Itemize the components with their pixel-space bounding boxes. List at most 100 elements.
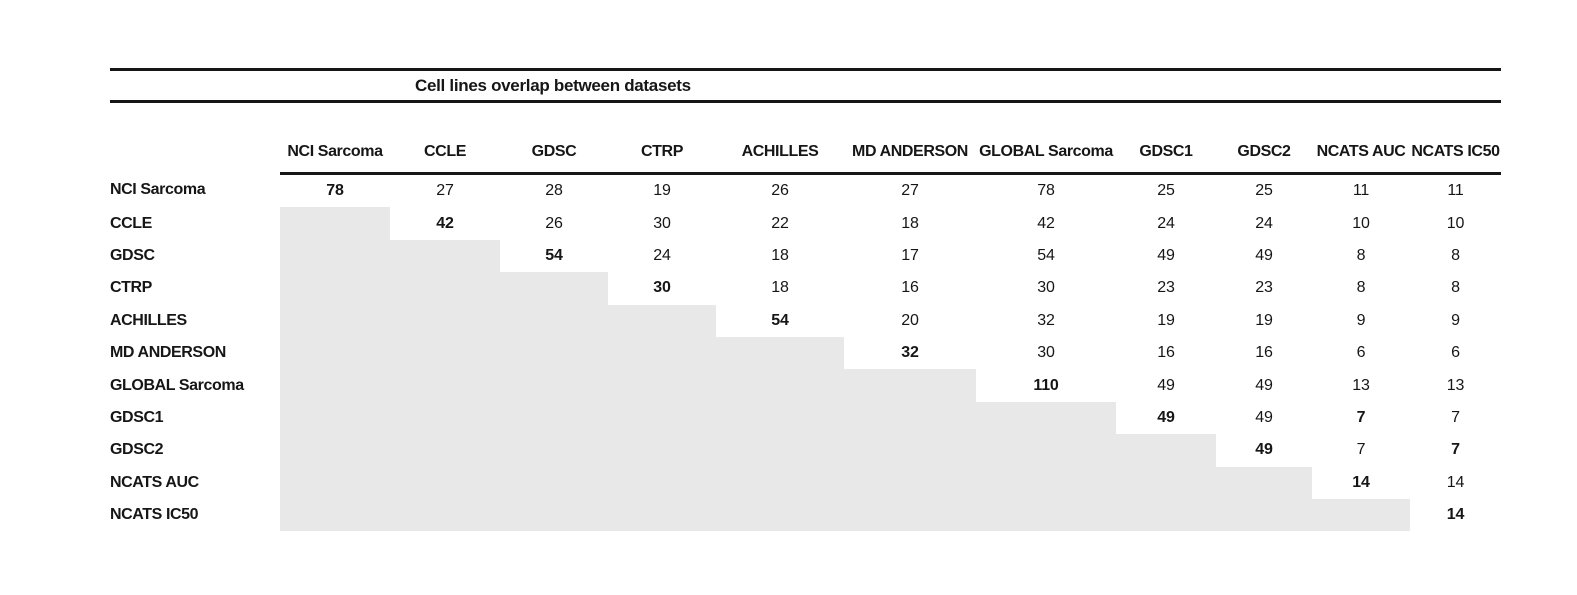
overlap-cell: 30 — [653, 214, 671, 232]
shaded-cell — [500, 304, 608, 337]
shaded-cell — [608, 369, 716, 402]
corner-cell — [110, 132, 280, 174]
overlap-cell: 49 — [1157, 376, 1175, 394]
table-row: NCATS IC50 14 — [110, 498, 1501, 532]
title-row: Cell lines overlap between datasets — [110, 71, 1501, 100]
row-header: CTRP — [110, 279, 152, 297]
shaded-cell — [280, 304, 390, 337]
shaded-cell — [844, 369, 976, 402]
shaded-cell — [390, 466, 500, 499]
shaded-cell — [608, 498, 716, 532]
shaded-cell — [280, 401, 390, 435]
shaded-cell — [608, 466, 716, 499]
column-header: NCI Sarcoma — [280, 132, 390, 175]
shaded-cell — [976, 434, 1116, 467]
shaded-cell — [608, 401, 716, 435]
table-title-band: Cell lines overlap between datasets — [110, 68, 1501, 103]
shaded-cell — [280, 466, 390, 499]
overlap-cell: 49 — [1255, 441, 1273, 459]
overlap-cell: 78 — [1037, 182, 1055, 200]
shaded-cell — [716, 401, 844, 435]
overlap-cell: 49 — [1157, 408, 1175, 426]
overlap-cell: 26 — [545, 214, 563, 232]
shaded-cell — [1312, 498, 1410, 532]
overlap-cell: 24 — [653, 246, 671, 264]
overlap-cell: 42 — [1037, 214, 1055, 232]
top-rule — [110, 68, 1501, 71]
table-row: GLOBAL Sarcoma 110 49 49 13 13 — [110, 369, 1501, 402]
shaded-cell — [390, 336, 500, 370]
shaded-cell — [716, 434, 844, 467]
overlap-cell: 24 — [1157, 214, 1175, 232]
overlap-cell: 28 — [545, 182, 563, 200]
shaded-cell — [844, 498, 976, 532]
overlap-cell: 54 — [1037, 246, 1055, 264]
overlap-cell: 49 — [1255, 376, 1273, 394]
overlap-cell: 23 — [1255, 279, 1273, 297]
overlap-cell: 9 — [1356, 311, 1366, 329]
overlap-cell: 26 — [771, 182, 789, 200]
shaded-cell — [608, 336, 716, 370]
shaded-cell — [500, 466, 608, 499]
shaded-cell — [390, 434, 500, 467]
shaded-cell — [500, 498, 608, 532]
overlap-cell: 54 — [545, 246, 563, 264]
overlap-cell: 78 — [326, 182, 344, 200]
overlap-cell: 7 — [1356, 408, 1366, 426]
overlap-cell: 54 — [771, 311, 789, 329]
overlap-cell: 7 — [1451, 408, 1460, 426]
column-header: GDSC — [500, 132, 608, 175]
overlap-cell: 49 — [1255, 246, 1273, 264]
table-row: CTRP 30 18 16 30 23 23 8 8 — [110, 272, 1501, 305]
overlap-cell: 10 — [1352, 214, 1370, 232]
overlap-cell: 23 — [1157, 279, 1175, 297]
overlap-cell: 8 — [1451, 279, 1460, 297]
shaded-cell — [390, 304, 500, 337]
overlap-cell: 20 — [901, 311, 919, 329]
table-row: ACHILLES 54 20 32 19 19 9 9 — [110, 304, 1501, 337]
overlap-cell: 8 — [1356, 246, 1366, 264]
column-header: NCATS IC50 — [1410, 132, 1501, 175]
overlap-cell: 16 — [1157, 344, 1175, 362]
overlap-cell: 7 — [1451, 441, 1460, 459]
overlap-cell: 49 — [1255, 408, 1273, 426]
overlap-cell: 32 — [1037, 311, 1055, 329]
column-header: CCLE — [390, 132, 500, 175]
overlap-cell: 19 — [1157, 311, 1175, 329]
row-header: NCI Sarcoma — [110, 181, 206, 199]
shaded-cell — [976, 466, 1116, 499]
overlap-cell: 17 — [901, 246, 919, 264]
shaded-cell — [844, 401, 976, 435]
shaded-cell — [608, 304, 716, 337]
shaded-cell — [280, 369, 390, 402]
table-title: Cell lines overlap between datasets — [415, 76, 691, 95]
row-header: NCATS AUC — [110, 473, 199, 491]
shaded-cell — [716, 466, 844, 499]
shaded-cell — [390, 498, 500, 532]
overlap-cell: 9 — [1451, 311, 1460, 329]
overlap-cell: 49 — [1157, 246, 1175, 264]
overlap-cell: 110 — [1033, 376, 1059, 394]
column-header: NCATS AUC — [1312, 132, 1410, 175]
overlap-cell: 30 — [1037, 344, 1055, 362]
shaded-cell — [1116, 434, 1216, 467]
overlap-cell: 7 — [1356, 441, 1366, 459]
overlap-cell: 19 — [1255, 311, 1273, 329]
shaded-cell — [716, 369, 844, 402]
table-row: GDSC2 49 7 7 — [110, 434, 1501, 467]
table-row: MD ANDERSON 32 30 16 16 6 6 — [110, 336, 1501, 370]
overlap-cell: 16 — [1255, 344, 1273, 362]
shaded-cell — [976, 401, 1116, 435]
overlap-cell: 6 — [1451, 344, 1460, 362]
title-bottom-rule — [110, 100, 1501, 103]
overlap-cell: 11 — [1352, 182, 1370, 200]
overlap-cell: 13 — [1352, 376, 1370, 394]
overlap-cell: 27 — [901, 182, 919, 200]
overlap-cell: 14 — [1352, 473, 1370, 491]
overlap-cell: 18 — [901, 214, 919, 232]
shaded-cell — [390, 272, 500, 305]
overlap-cell: 11 — [1447, 182, 1464, 200]
shaded-cell — [1116, 498, 1216, 532]
shaded-cell — [716, 336, 844, 370]
overlap-cell: 25 — [1255, 182, 1273, 200]
